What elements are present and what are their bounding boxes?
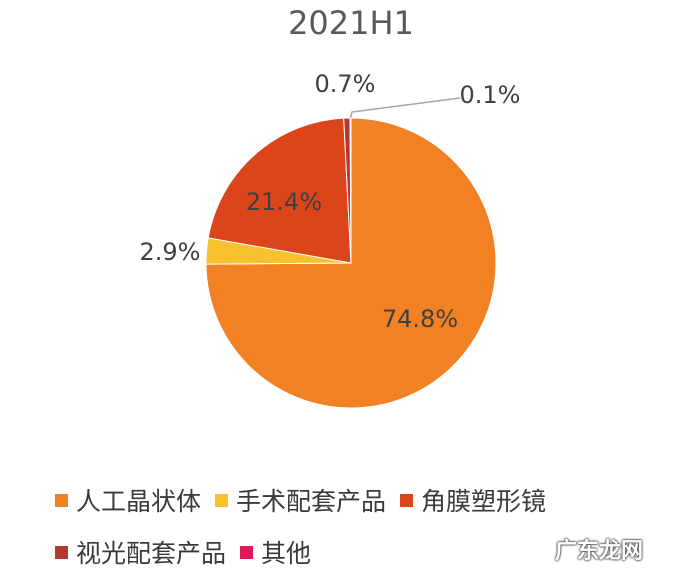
legend-item-ortho-k: 角膜塑形镜	[400, 482, 546, 518]
legend-swatch-other	[240, 545, 254, 559]
data-label-iol: 74.8%	[382, 305, 458, 333]
pie-slice-iol	[205, 117, 497, 409]
legend-row-1: 人工晶状体 手术配套产品 角膜塑形镜	[55, 478, 655, 522]
data-label-optometry: 0.7%	[315, 70, 376, 98]
legend-item-optometry: 视光配套产品	[55, 534, 226, 570]
legend-swatch-iol	[55, 493, 68, 507]
pie-chart: 2021H1 74.8% 2.9% 21.4% 0.7% 0.1%	[140, 4, 521, 409]
leader-line-other	[349, 97, 461, 119]
data-label-surgical: 2.9%	[140, 238, 201, 266]
legend-row-2: 视光配套产品 其他	[55, 530, 655, 574]
legend-label-surgical: 手术配套产品	[236, 487, 387, 516]
legend-item-other: 其他	[240, 534, 311, 570]
data-label-other: 0.1%	[460, 81, 521, 109]
legend-item-surgical: 手术配套产品	[215, 482, 386, 518]
legend-swatch-optometry	[55, 545, 68, 559]
watermark-text: 广东龙网	[554, 539, 643, 564]
legend-label-other: 其他	[261, 539, 312, 568]
legend-label-iol: 人工晶状体	[76, 487, 202, 516]
legend-swatch-ortho-k	[400, 493, 414, 507]
chart-title: 2021H1	[288, 4, 414, 42]
pie-slice-ortho-k	[207, 117, 352, 264]
legend-label-optometry: 视光配套产品	[76, 539, 227, 568]
legend-swatch-surgical	[215, 493, 229, 507]
data-label-ortho-k: 21.4%	[246, 188, 322, 216]
chart-legend: 人工晶状体 手术配套产品 角膜塑形镜 视光配套产品 其他	[55, 478, 655, 582]
legend-label-ortho-k: 角膜塑形镜	[421, 487, 547, 516]
legend-item-iol: 人工晶状体	[55, 482, 201, 518]
